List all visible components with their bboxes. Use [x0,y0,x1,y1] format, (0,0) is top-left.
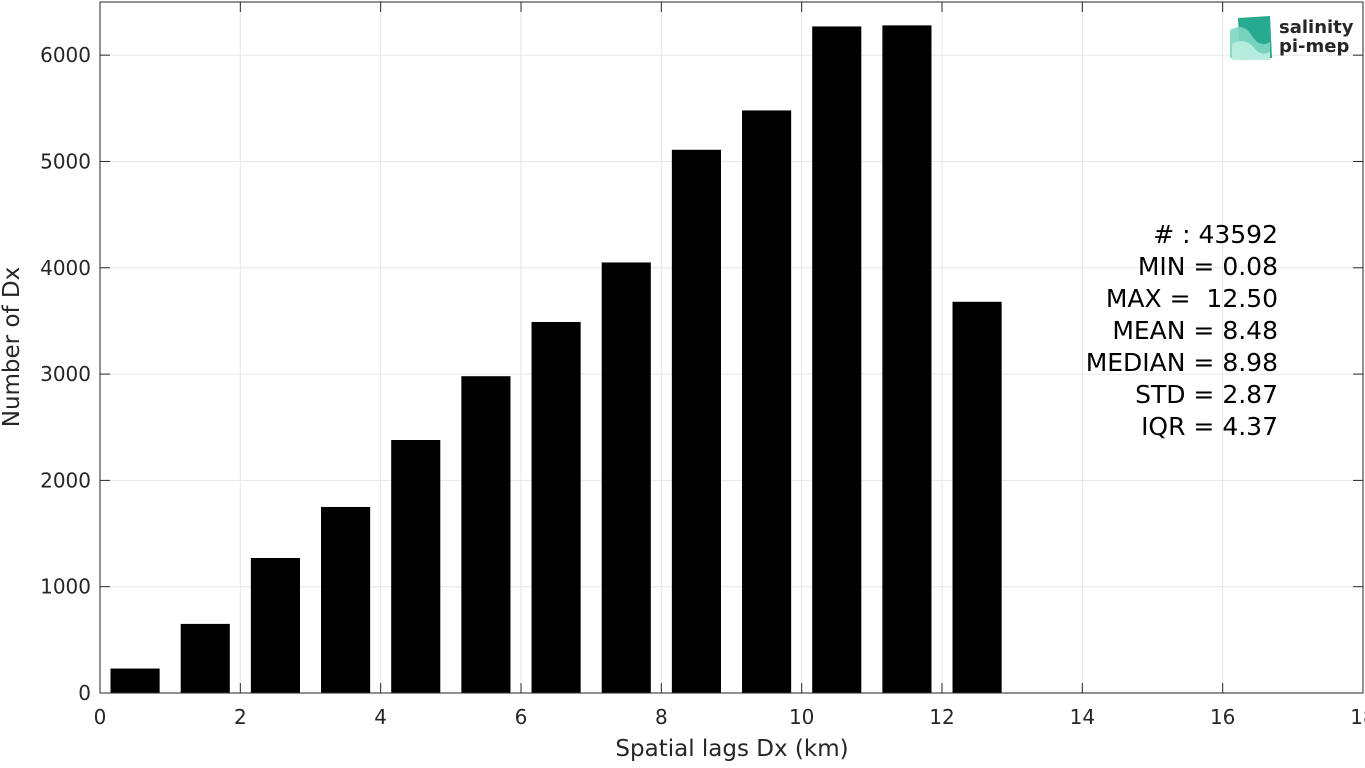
x-tick-label-2: 4 [374,705,387,729]
x-tick-label-5: 10 [789,705,814,729]
x-tick-label-7: 14 [1070,705,1095,729]
stats-line-3: MEAN = 8.48 [1112,316,1278,345]
y-tick-label-2: 2000 [40,468,91,492]
histogram-bar-10 [812,26,862,694]
bars-layer [110,25,1002,694]
histogram-bar-9 [742,110,792,694]
histogram-bar-0 [110,668,160,693]
logo-line2: pi-mep [1279,36,1349,57]
stats-line-1: MIN = 0.08 [1138,252,1278,281]
x-tick-label-9: 18 [1350,705,1365,729]
histogram-bar-3 [321,506,371,693]
histogram-bar-8 [671,149,721,693]
stats-line-5: STD = 2.87 [1135,380,1278,409]
axes-layer [99,1,1364,694]
stats-line-2: MAX = 12.50 [1106,284,1278,313]
histogram-bar-7 [601,262,651,693]
histogram-bar-6 [531,321,581,693]
ticks-layer: 0 2 4 6 8 10 12 14 16 18 0 1000 2000 3000 4000 5000 6000 [40,2,1365,729]
histogram-bar-1 [180,623,230,693]
histogram-bar-12 [952,301,1002,693]
histogram-bar-5 [461,376,511,693]
x-tick-label-1: 2 [234,705,247,729]
y-axis-label: Number of Dx [0,267,25,428]
stats-line-6: IQR = 4.37 [1141,412,1278,441]
y-tick-label-0: 0 [78,681,91,705]
axes-box [99,1,1364,694]
stats-annotation: # : 43592 MIN = 0.08 MAX = 12.50 MEAN = 8.4… [1086,220,1278,441]
salinity-pi-mep-logo: salinity pi-mep [1230,16,1354,60]
logo-line1: salinity [1279,17,1354,38]
histogram-bar-11 [882,25,932,693]
stats-line-4: MEDIAN = 8.98 [1086,348,1278,377]
x-tick-label-0: 0 [94,705,107,729]
x-tick-label-4: 8 [655,705,668,729]
histogram-bar-4 [391,439,441,693]
y-tick-label-6: 6000 [40,43,91,67]
y-tick-label-3: 3000 [40,362,91,386]
y-tick-label-5: 5000 [40,149,91,173]
x-tick-label-3: 6 [515,705,528,729]
wave-logo-icon [1230,16,1272,60]
y-tick-label-4: 4000 [40,256,91,280]
histogram-bar-2 [250,557,300,693]
stats-line-0: # : 43592 [1153,220,1278,249]
x-tick-label-6: 12 [929,705,954,729]
x-tick-label-8: 16 [1210,705,1235,729]
y-tick-label-1: 1000 [40,575,91,599]
x-axis-label: Spatial lags Dx (km) [615,736,848,762]
